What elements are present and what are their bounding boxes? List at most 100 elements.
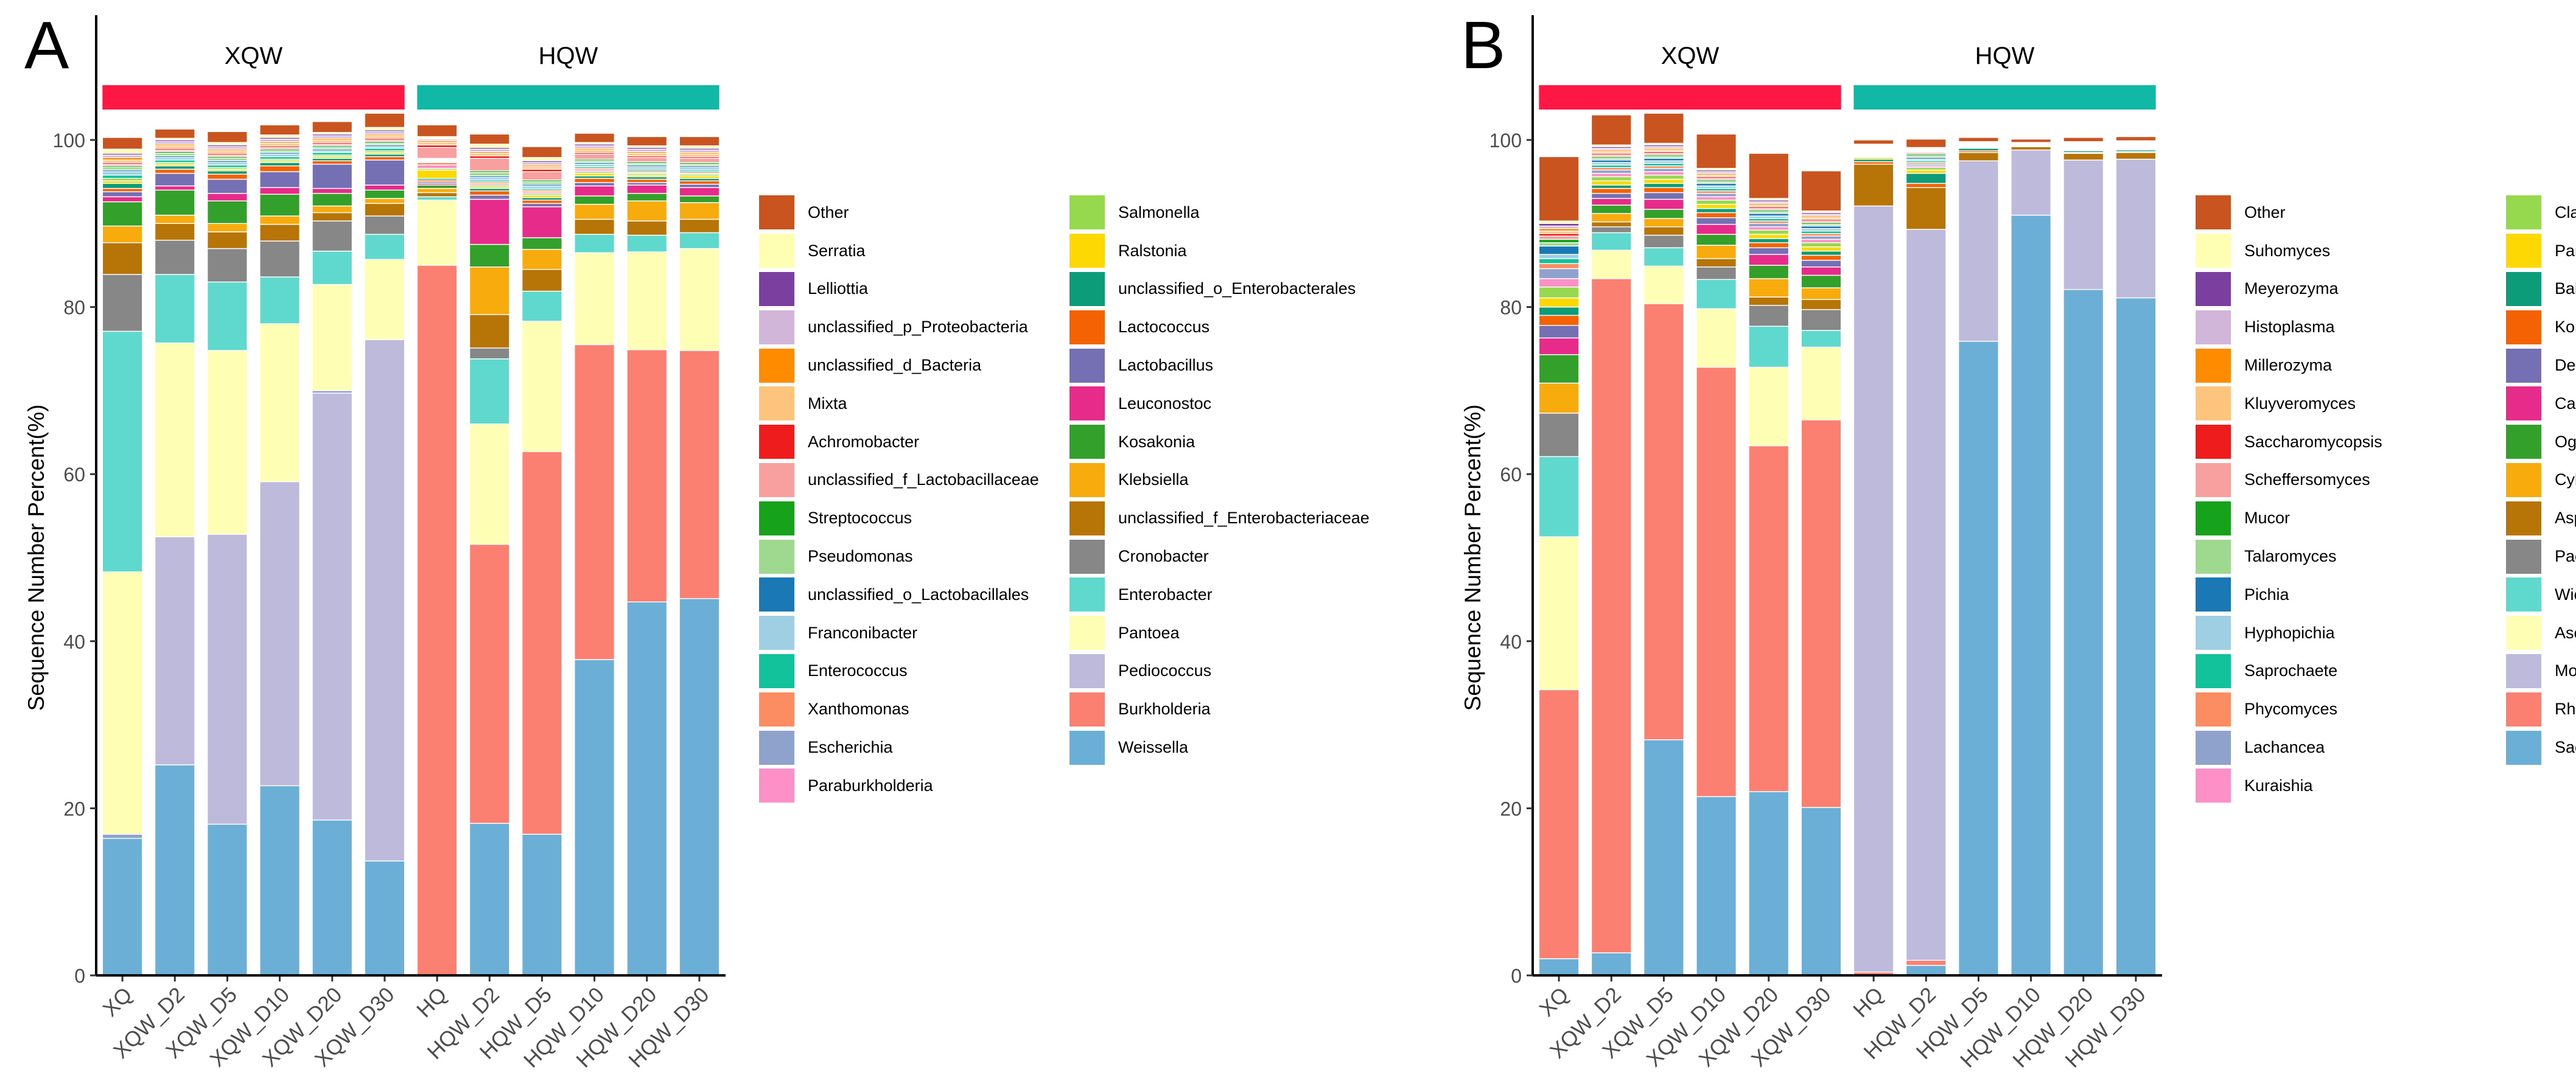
bar-segment-xqw-d20-klebsiella (312, 205, 353, 214)
bar-segment-hq-other (1853, 139, 1894, 145)
legend-label: Pseudomonas (808, 547, 913, 566)
bar-segment-xqw-d5-unclassified-f-enterobacteriaceae (206, 231, 248, 249)
bar-segment-xqw-d2-cronobacter (154, 240, 195, 275)
bar-segment-xq-enterococcus (102, 174, 143, 179)
bar-segment-xqw-d5-weissella (206, 823, 248, 976)
legend-item-unclassified-p-proteobacteria: unclassified_p_Proteobacteria (759, 308, 1039, 346)
legend-swatch (759, 501, 794, 535)
bar-segment-xq-parasitella (1538, 297, 1580, 308)
bar-segment-xqw-d10-other (1696, 133, 1737, 169)
legend-label: Komagataella (2555, 318, 2576, 336)
bar-segment-hqw-d30-kosakonia (679, 195, 720, 203)
legend-swatch (1069, 234, 1105, 268)
bar-segment-xqw-d5-debaryomyces (1643, 192, 1684, 200)
bar-segment-hq-enterobacter (416, 196, 458, 201)
legend-label: Xanthomonas (808, 700, 909, 719)
bar-segment-xqw-d5-komagataella (1643, 187, 1684, 193)
bar-segment-xqw-d2-other (1591, 114, 1632, 145)
legend-item-leuconostoc: Leuconostoc (1069, 385, 1370, 423)
bar-segment-hqw-d2-aspergillus (1905, 187, 1947, 230)
bar-segment-xqw-d5-lactobacillus (206, 178, 248, 194)
legend-swatch (2506, 310, 2541, 344)
bar-segment-hq-unclassified-f-enterobacteriaceae (416, 192, 458, 198)
legend-item-talaromyces: Talaromyces (2196, 537, 2382, 576)
bar-segment-xqw-d5-saccharomyces (1643, 739, 1684, 976)
group-label-xqw: XQW (1661, 43, 1720, 69)
bar-segment-xqw-d20-other (1748, 153, 1790, 199)
bar-segment-xqw-d20-cronobacter (312, 220, 353, 252)
legend-label: Streptococcus (808, 509, 912, 528)
bar-segment-xq-mucor (1538, 239, 1580, 243)
legend-column-1: Other Serratia Lelliottia unclassified_p_Pr… (759, 193, 1039, 805)
bar-segment-hqw-d5-unclassified-f-lactobacillaceae (521, 171, 562, 181)
bar-segment-xqw-d5-pantoea (206, 350, 248, 535)
bar-segment-xqw-d30-pediococcus (364, 339, 405, 862)
legend-swatch (2196, 462, 2231, 497)
bar-segment-hqw-d10-weissella (574, 659, 615, 976)
bar-segment-xqw-d30-aspergillus (1801, 299, 1842, 310)
bar-segment-xqw-d2-enterobacter (154, 274, 195, 344)
legend-swatch (2506, 348, 2541, 383)
bar-segment-hqw-d2-parasitella (1905, 169, 1947, 174)
group-bar-xqw (1539, 85, 1841, 110)
bar-segment-xqw-d10-aspergillus (1696, 258, 1737, 268)
legend-label: Kuraishia (2244, 776, 2313, 795)
bar-segment-hqw-d5-enterobacter (521, 290, 562, 322)
bar-segment-xqw-d20-lactobacillus (312, 164, 353, 189)
bar-segment-hq-paraburkholderia (416, 164, 458, 169)
bar-segment-hqw-d5-weissella (521, 834, 562, 976)
bar-segment-xqw-d20-ascoidea (1748, 366, 1790, 447)
legend-item-klebsiella: Klebsiella (1069, 461, 1370, 500)
bar-segment-hqw-d5-other (521, 146, 562, 158)
legend-item-unclassified-d-bacteria: unclassified_d_Bacteria (759, 346, 1039, 385)
bar-segment-xqw-d30-kuraishia (1801, 239, 1842, 243)
legend-item-xanthomonas: Xanthomonas (759, 690, 1039, 728)
legend-swatch (759, 692, 794, 727)
legend-b: Other Suhomyces Meyerozyma Histoplasma Mille… (2196, 193, 2576, 814)
bar-segment-xqw-d20-enterobacter (312, 250, 353, 285)
bar-segment-xqw-d30-other (1801, 170, 1842, 212)
legend-item-streptococcus: Streptococcus (759, 499, 1039, 537)
bar-segment-xqw-d2-unclassified-o-enterobacterales (154, 165, 195, 170)
legend-item-unclassified-o-enterobacterales: unclassified_o_Enterobacterales (1069, 270, 1370, 308)
bar-segment-xqw-d2-unclassified-f-enterobacteriaceae (154, 223, 195, 241)
bar-segment-hqw-d5-kosakonia (521, 237, 562, 250)
y-tick-label: 60 (1500, 464, 1522, 486)
bar-segment-xq-serratia (102, 148, 143, 154)
legend-label: Other (808, 203, 849, 221)
legend-item-candida: Candida (2506, 385, 2576, 423)
bar-segment-xqw-d10-cyberlindnera (1696, 245, 1737, 259)
legend-label: Cyberlindnera (2555, 470, 2576, 489)
bar-segment-hqw-d5-lactococcus (521, 200, 562, 204)
bar-segment-xqw-d20-pediococcus (312, 392, 353, 821)
bar-segment-hq-klebsiella (416, 187, 458, 193)
legend-swatch (759, 195, 794, 230)
legend-label: Aspergillus (2555, 509, 2576, 528)
bar-segment-xq-other (102, 137, 143, 150)
bar-segment-hqw-d10-enterobacter (574, 234, 615, 254)
legend-item-pantoea: Pantoea (1069, 614, 1370, 652)
bar-segment-hqw-d20-weissella (626, 601, 668, 976)
bar-segment-hqw-d20-unclassified-f-lactobacillaceae (626, 157, 668, 162)
bar-segment-xq-talaromyces (1538, 242, 1580, 247)
legend-label: Franconibacter (808, 623, 918, 642)
legend-item-unclassified-o-lactobacillales: unclassified_o_Lactobacillales (759, 576, 1039, 614)
bar-segment-xq-unclassified-f-enterobacteriaceae (102, 242, 143, 275)
legend-label: Escherichia (808, 738, 893, 757)
legend-label: Paraburkholderia (808, 776, 933, 795)
panel-b: B XQW HQW XQ XQW_D2 XQW_D5 XQW_D10 XQW_D20 XQW_D… (1437, 0, 2576, 1091)
bar-segment-xq-unclassified-o-enterobacterales (102, 183, 143, 189)
legend-item-ogataea: Ogataea (2506, 423, 2576, 461)
legend-item-other: Other (759, 193, 1039, 232)
bar-segment-hqw-d2-pseudomonas (469, 172, 510, 176)
bar-segment-xqw-d20-other (312, 121, 353, 133)
bar-segment-xqw-d20-clavispora (1748, 229, 1790, 235)
bar-segment-xqw-d5-pachysolen (1643, 234, 1684, 248)
legend-label: Other (2244, 203, 2286, 221)
legend-swatch (2506, 616, 2541, 650)
bar-segment-hqw-d10-aspergillus (2011, 146, 2052, 151)
bar-segment-xqw-d2-lactococcus (154, 169, 195, 174)
legend-swatch (2196, 386, 2231, 421)
bar-segment-hqw-d10-saccharomyces (2011, 214, 2052, 976)
legend-item-achromobacter: Achromobacter (759, 423, 1039, 461)
